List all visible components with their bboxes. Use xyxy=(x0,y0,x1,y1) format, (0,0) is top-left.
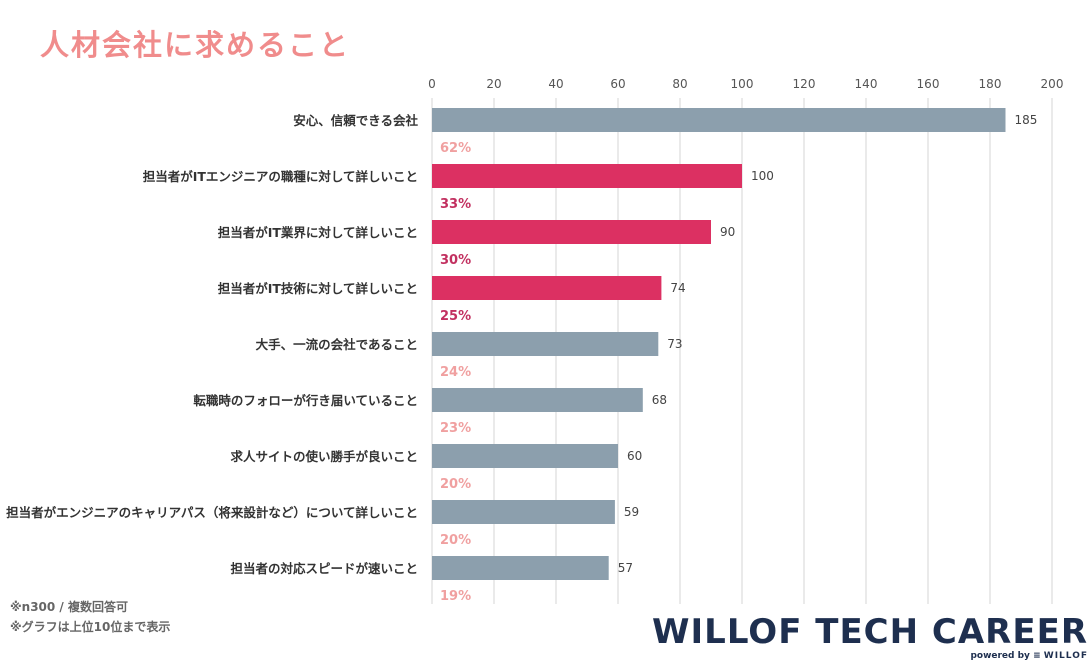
category-label: 担当者の対応スピードが速いこと xyxy=(230,561,418,576)
data-label: 57 xyxy=(618,561,633,575)
tick-label: 80 xyxy=(672,77,687,91)
powered-by-text: powered by xyxy=(970,651,1030,661)
bar xyxy=(432,388,643,412)
bar xyxy=(432,556,609,580)
percent-label: 23% xyxy=(440,421,471,436)
data-label: 185 xyxy=(1015,113,1038,127)
data-label: 68 xyxy=(652,393,667,407)
percent-label: 30% xyxy=(440,253,471,268)
chart-title: 人材会社に求めること xyxy=(40,28,351,62)
footnote-display: ※グラフは上位10位まで表示 xyxy=(10,620,171,634)
bar xyxy=(432,276,662,300)
bar xyxy=(432,164,742,188)
percent-label: 20% xyxy=(440,477,471,492)
bar xyxy=(432,444,618,468)
category-label: 安心、信頼できる会社 xyxy=(293,113,418,128)
tick-label: 20 xyxy=(486,77,501,91)
brand-logo: WILLOF TECH CAREER powered by ≡ WILLOF xyxy=(652,612,1088,661)
data-label: 74 xyxy=(670,281,685,295)
tick-label: 140 xyxy=(855,77,878,91)
tick-label: 0 xyxy=(428,77,436,91)
category-label: 大手、一流の会社であること xyxy=(256,337,418,352)
category-label: 求人サイトの使い勝手が良いこと xyxy=(230,449,418,464)
category-label: 担当者がIT業界に対して詳しいこと xyxy=(218,225,418,240)
tick-label: 160 xyxy=(917,77,940,91)
category-label: 担当者がITエンジニアの職種に対して詳しいこと xyxy=(143,169,418,184)
data-label: 73 xyxy=(667,337,682,351)
percent-label: 62% xyxy=(440,141,471,156)
tick-label: 100 xyxy=(731,77,754,91)
data-label: 60 xyxy=(627,449,642,463)
data-label: 90 xyxy=(720,225,735,239)
category-label: 担当者がIT技術に対して詳しいこと xyxy=(218,281,418,296)
tick-label: 60 xyxy=(610,77,625,91)
tick-label: 120 xyxy=(793,77,816,91)
tick-label: 200 xyxy=(1041,77,1064,91)
category-label: 転職時のフォローが行き届いていること xyxy=(193,393,418,408)
bar xyxy=(432,500,615,524)
data-label: 59 xyxy=(624,505,639,519)
footnotes: ※n300 / 複数回答可 ※グラフは上位10位まで表示 xyxy=(10,597,170,637)
powered-by-brand: WILLOF xyxy=(1043,651,1088,661)
bar xyxy=(432,108,1006,132)
menu-lines-icon: ≡ xyxy=(1033,651,1041,661)
bar xyxy=(432,332,659,356)
category-label: 担当者がエンジニアのキャリアパス（将来設計など）について詳しいこと xyxy=(6,505,418,520)
percent-label: 33% xyxy=(440,197,471,212)
bar xyxy=(432,220,711,244)
percent-label: 19% xyxy=(440,589,471,604)
percent-label: 20% xyxy=(440,533,471,548)
percent-label: 25% xyxy=(440,309,471,324)
footnote-sample: ※n300 / 複数回答可 xyxy=(10,600,128,614)
logo-wordmark: WILLOF TECH CAREER xyxy=(652,612,1088,652)
tick-label: 40 xyxy=(548,77,563,91)
data-label: 100 xyxy=(751,169,774,183)
tick-label: 180 xyxy=(979,77,1002,91)
percent-label: 24% xyxy=(440,365,471,380)
logo-powered-by: powered by ≡ WILLOF xyxy=(652,651,1088,661)
